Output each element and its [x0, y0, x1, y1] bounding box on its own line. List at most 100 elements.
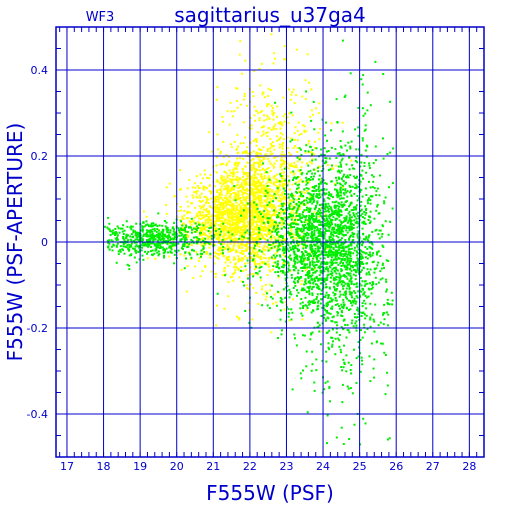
- data-point: [332, 254, 335, 257]
- data-point: [328, 250, 331, 253]
- data-point: [323, 218, 326, 221]
- data-point: [337, 165, 340, 168]
- data-point: [190, 244, 193, 247]
- data-point: [255, 226, 258, 229]
- data-point: [355, 329, 358, 332]
- data-point: [194, 265, 197, 268]
- data-point: [331, 305, 334, 308]
- data-point: [337, 207, 340, 210]
- data-point: [309, 218, 311, 221]
- data-point: [254, 228, 257, 230]
- data-point: [277, 239, 279, 242]
- data-point: [270, 144, 273, 147]
- data-point: [340, 265, 343, 267]
- data-point: [216, 207, 219, 210]
- data-point: [224, 185, 227, 188]
- data-point: [240, 257, 243, 260]
- data-point: [204, 186, 207, 189]
- data-point: [334, 299, 337, 302]
- data-point: [309, 245, 312, 248]
- data-point: [329, 276, 332, 279]
- data-point: [281, 205, 284, 208]
- data-point: [326, 224, 329, 227]
- data-point: [237, 228, 240, 231]
- data-point: [250, 124, 253, 127]
- data-point: [346, 282, 349, 285]
- data-point: [241, 249, 243, 252]
- data-point: [288, 208, 291, 210]
- data-point: [384, 220, 387, 223]
- data-point: [262, 204, 265, 207]
- data-point: [287, 244, 290, 247]
- data-point: [340, 197, 343, 200]
- data-point: [207, 222, 210, 225]
- data-point: [292, 199, 295, 202]
- data-point: [235, 100, 238, 102]
- data-point: [336, 190, 338, 193]
- data-point: [327, 255, 330, 258]
- data-point: [362, 220, 365, 223]
- data-point: [340, 210, 343, 213]
- data-point: [275, 264, 278, 267]
- data-point: [317, 247, 320, 250]
- data-point: [273, 183, 276, 186]
- data-point: [296, 207, 299, 210]
- data-point: [199, 228, 202, 231]
- data-point: [272, 118, 275, 121]
- data-point: [317, 325, 320, 328]
- data-point: [308, 192, 311, 195]
- data-point: [379, 270, 382, 273]
- data-point: [302, 369, 304, 372]
- data-point: [271, 244, 274, 247]
- data-point: [245, 198, 248, 201]
- data-point: [308, 178, 311, 180]
- data-point: [288, 212, 291, 215]
- data-point: [329, 206, 332, 209]
- data-point: [256, 228, 259, 231]
- data-point: [307, 187, 310, 190]
- data-point: [234, 226, 237, 228]
- data-point: [355, 204, 358, 207]
- data-point: [277, 194, 280, 197]
- data-point: [199, 234, 202, 237]
- data-point: [349, 236, 351, 238]
- data-point: [244, 179, 247, 182]
- data-point: [372, 282, 374, 285]
- data-point: [241, 182, 243, 185]
- data-point: [371, 174, 374, 177]
- data-point: [357, 261, 360, 264]
- data-point: [335, 231, 338, 234]
- data-point: [290, 235, 293, 238]
- data-point: [316, 245, 319, 248]
- data-point: [368, 215, 370, 218]
- data-point: [256, 185, 259, 188]
- data-point: [250, 177, 253, 180]
- data-point: [334, 245, 337, 248]
- data-point: [290, 318, 293, 321]
- data-point: [245, 243, 247, 246]
- data-point: [313, 218, 316, 221]
- data-point: [323, 224, 326, 227]
- data-point: [340, 244, 343, 247]
- data-point: [306, 182, 309, 184]
- data-point: [335, 278, 338, 281]
- data-point: [335, 194, 338, 197]
- data-point: [346, 324, 349, 326]
- data-point: [235, 225, 238, 228]
- data-point: [372, 180, 375, 183]
- data-point: [318, 324, 321, 327]
- data-point: [229, 248, 232, 251]
- data-point: [361, 195, 364, 198]
- data-point: [297, 219, 299, 221]
- data-point: [235, 251, 238, 254]
- data-point: [242, 219, 245, 222]
- data-point: [255, 215, 258, 218]
- data-point: [354, 177, 357, 180]
- data-point: [221, 206, 224, 209]
- data-point: [342, 225, 345, 228]
- data-point: [344, 268, 347, 271]
- data-point: [300, 377, 303, 380]
- data-point: [337, 193, 340, 196]
- data-point: [331, 167, 334, 169]
- data-point: [266, 198, 269, 201]
